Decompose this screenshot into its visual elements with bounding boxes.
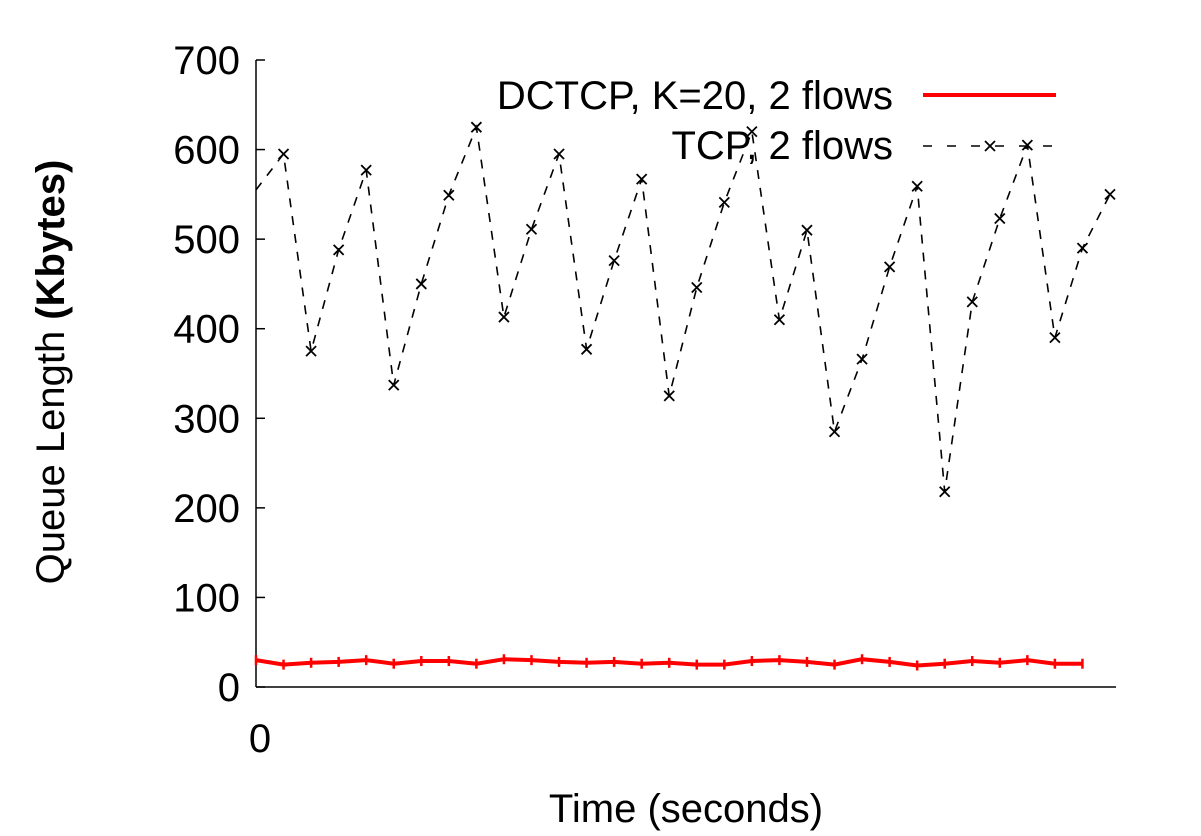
y-tick-label: 600: [173, 129, 240, 173]
data-point: [525, 223, 538, 235]
data-point: [663, 390, 675, 402]
data-point: [333, 244, 345, 256]
legend-label-dctcp: DCTCP, K=20, 2 flows: [497, 74, 893, 118]
data-point: [415, 278, 427, 290]
x-tick-label: 0: [249, 717, 271, 761]
data-point: [691, 281, 703, 294]
series-line: [255, 124, 1111, 492]
data-point: [746, 126, 758, 138]
x-ticks: 0: [249, 717, 271, 761]
data-point: [939, 486, 951, 498]
data-point: [1021, 139, 1033, 151]
data-point: [277, 148, 290, 160]
data-point: [470, 121, 483, 133]
y-axis-title: Queue Length (Kbytes): [29, 160, 73, 585]
y-tick-label: 400: [173, 308, 240, 352]
data-point: [1104, 188, 1116, 200]
data-point: [608, 255, 620, 267]
y-tick-label: 100: [173, 576, 240, 620]
data-point: [1076, 242, 1089, 254]
data-point: [636, 173, 648, 185]
legend-label-tcp: TCP, 2 flows: [671, 124, 893, 168]
data-point: [305, 345, 317, 357]
data-point: [856, 353, 868, 365]
y-tick-label: 500: [173, 218, 240, 262]
data-point: [801, 224, 813, 236]
data-point: [498, 311, 510, 323]
data-point: [443, 189, 455, 201]
data-point: [553, 148, 565, 160]
data-point: [911, 180, 923, 192]
data-point: [883, 261, 896, 273]
axes: [255, 60, 1116, 688]
series-tcp: [255, 121, 1116, 498]
series-dctcp: [254, 654, 1084, 671]
x-axis-title: Time (seconds): [549, 787, 823, 831]
data-point: [1049, 332, 1061, 344]
y-axis-title-bold: (Kbytes): [29, 160, 73, 320]
y-tick-label: 200: [173, 487, 240, 531]
y-tick-label: 300: [173, 397, 240, 441]
y-tick-label: 700: [173, 39, 240, 83]
y-tick-label: 0: [218, 666, 240, 710]
data-point: [360, 164, 372, 176]
y-axis-title-normal: Queue Length: [29, 320, 73, 585]
data-point: [828, 426, 841, 438]
data-point: [388, 379, 400, 391]
series-layer: [254, 121, 1116, 671]
data-point: [580, 343, 593, 355]
data-point: [718, 196, 730, 209]
legend-marker-tcp: [984, 140, 996, 152]
data-point: [773, 314, 786, 326]
data-point: [994, 212, 1006, 225]
data-point: [966, 296, 978, 308]
legend: DCTCP, K=20, 2 flows TCP, 2 flows: [497, 74, 1056, 168]
y-ticks: 0 100 200 300 400 500 600 700: [173, 39, 265, 710]
